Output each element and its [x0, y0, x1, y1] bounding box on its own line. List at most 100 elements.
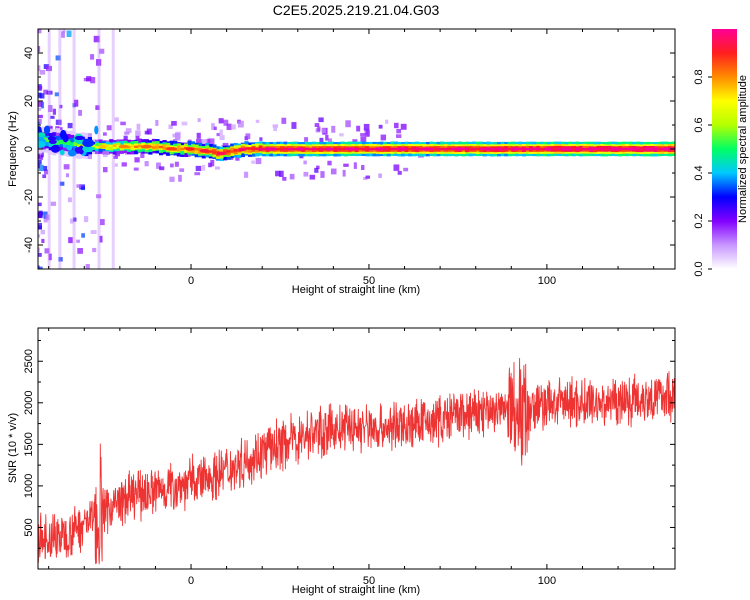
spectrogram-speckle	[61, 31, 65, 38]
spectrogram-speckle	[314, 123, 320, 128]
spectrogram-speckle	[39, 69, 46, 75]
spectrogram-peak	[185, 147, 195, 151]
spectrogram-speckle	[66, 30, 72, 37]
spectrogram-speckle	[226, 123, 232, 130]
spectrogram-ridge-core	[77, 144, 82, 149]
spectrogram-speckle	[317, 126, 321, 132]
spectrogram-peak	[165, 146, 178, 151]
spectrogram-ridge-core	[393, 147, 399, 151]
spectrogram-ridge-core	[109, 144, 114, 148]
spectrogram-speckle	[363, 123, 370, 131]
spectrogram-speckle	[38, 247, 40, 253]
spectrogram-ridge-core	[279, 148, 285, 151]
spectrogram-speckle	[202, 164, 206, 171]
spectrogram-speckle	[385, 119, 389, 124]
spectrogram-speckle	[361, 165, 365, 171]
spectrogram-peak	[265, 147, 277, 151]
spectrogram-speckle	[195, 165, 202, 172]
spectrogram-speckle	[218, 118, 224, 124]
spectrogram-speckle	[38, 252, 42, 257]
spectrogram-blob	[82, 145, 94, 153]
spectrogram-speckle	[155, 119, 159, 126]
spectrogram-speckle	[96, 59, 102, 66]
spectrogram-ridge-core	[415, 147, 420, 151]
spectrogram-ridge-core	[180, 147, 185, 151]
spectrogram-speckle	[144, 161, 149, 167]
spectrogram-ridge-core	[212, 151, 217, 154]
spectrogram-speckle	[219, 135, 225, 140]
spectrogram-blob	[59, 129, 67, 140]
spectrogram-speckle	[208, 162, 212, 168]
spectrogram-blob	[50, 144, 60, 153]
spectrogram-speckle	[102, 132, 107, 136]
spectrogram-speckle	[90, 230, 97, 235]
spectrogram-blob	[43, 125, 51, 135]
spectrogram-ridge-core	[475, 147, 480, 150]
spectrogram-speckle	[259, 137, 263, 141]
spectrogram-ridge-core	[290, 147, 295, 151]
snr-y-axis-label: SNR (10 * v/v)	[7, 413, 19, 483]
spectrogram-speckle	[38, 155, 43, 160]
spectrogram-ridge-core	[639, 148, 644, 151]
spectrogram-speckle	[159, 166, 165, 171]
snr-x-tick-label: 50	[363, 575, 375, 587]
spectrogram-speckle	[59, 181, 65, 186]
spectrogram-y-axis-label: Frequency (Hz)	[7, 111, 19, 187]
spectrogram-speckle	[43, 89, 48, 95]
spectrogram-speckle	[216, 132, 220, 137]
spectrogram-speckle	[397, 170, 402, 175]
spectrogram-speckle	[38, 29, 42, 34]
spectrogram-speckle	[96, 194, 102, 199]
spectrogram-ridge-core	[386, 148, 391, 151]
spectrogram-speckle	[230, 156, 234, 160]
spectrogram-ridge-core	[450, 147, 455, 151]
spectrogram-ridge-core	[539, 148, 544, 151]
spectrogram-speckle	[171, 121, 177, 126]
spectrogram-speckle	[125, 128, 132, 133]
spectrogram-speckle	[38, 65, 41, 71]
spectrogram-speckle	[48, 253, 52, 261]
spectrogram-x-tick-label: 0	[188, 275, 194, 287]
spectrogram-ridge-core	[554, 147, 559, 151]
spectrogram-ridge-core	[493, 147, 498, 151]
spectrogram-blob	[74, 147, 82, 153]
snr-x-axis-label: Height of straight line (km)	[292, 584, 420, 596]
spectrogram-ridge-core	[283, 147, 288, 151]
spectrogram-speckle	[63, 164, 70, 170]
spectrogram-speckle	[45, 65, 52, 72]
spectrogram-ridge-core	[443, 148, 448, 151]
spectrogram-ridge-core	[308, 148, 313, 151]
spectrogram-ridge-core	[504, 147, 509, 151]
spectrogram-ridge-core	[319, 148, 324, 151]
spectrogram-speckle	[309, 174, 316, 180]
spectrogram-speckle	[156, 162, 161, 169]
spectrogram-speckle	[394, 122, 399, 129]
spectrogram-ridge-core	[479, 147, 484, 151]
spectrogram-peak	[141, 144, 153, 149]
spectrogram-ridge-core	[440, 147, 445, 151]
colorbar-label: Normalized spectral amplitude	[737, 75, 749, 223]
spectrogram-ridge-core	[383, 148, 388, 151]
spectrogram-ridge-core	[571, 147, 576, 151]
spectrogram-ridge-core	[436, 147, 441, 151]
spectrogram-peak	[544, 147, 553, 151]
spectrogram-speckle	[275, 170, 281, 177]
spectrogram-speckle	[38, 107, 42, 111]
spectrogram-speckle	[79, 184, 86, 190]
spectrogram-ridge-core	[223, 151, 228, 154]
spectrogram-speckle	[279, 170, 284, 178]
spectrogram-peak	[118, 144, 130, 149]
spectrogram-speckle	[304, 137, 309, 142]
spectrogram-speckle	[206, 138, 211, 144]
spectrogram-speckle	[342, 169, 346, 177]
spectrogram-ridge-core	[230, 150, 235, 153]
spectrogram-speckle	[360, 133, 366, 137]
spectrogram-speckle	[123, 135, 128, 142]
spectrogram-speckle	[345, 120, 351, 128]
spectrogram-ridge-core	[262, 147, 267, 151]
spectrogram-speckle	[319, 137, 324, 144]
snr-y-tick-label: 2500	[23, 349, 35, 373]
spectrogram-blob	[74, 135, 85, 141]
spectrogram-ridge-core	[657, 147, 662, 151]
spectrogram-speckle	[365, 130, 370, 137]
